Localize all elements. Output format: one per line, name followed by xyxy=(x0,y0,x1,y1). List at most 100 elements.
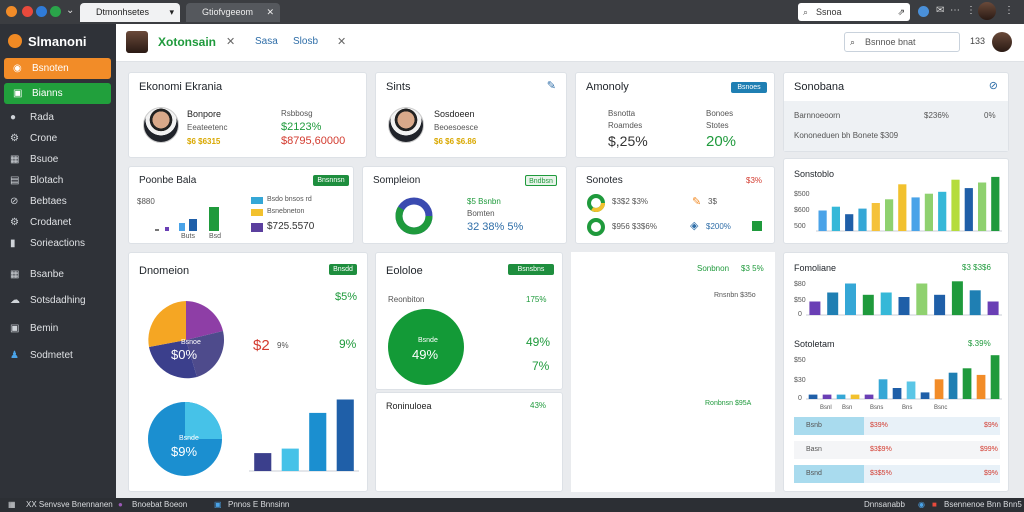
app-icon[interactable]: ▣ xyxy=(214,500,222,509)
chevron-down-icon[interactable]: ▾ xyxy=(169,7,174,17)
sidebar-item-5[interactable]: ⊘ Bebtaes xyxy=(10,195,67,209)
search-input[interactable]: ⌕ Bsnnoe bnat xyxy=(844,32,960,52)
search-icon: ⌕ xyxy=(850,37,856,47)
status-item[interactable]: Pnnos E Bnnsinn xyxy=(228,500,290,509)
sidebar-item-3[interactable]: ▦ Bsuoe xyxy=(10,153,58,167)
sidebar-item-6[interactable]: ⚙ Crodanet xyxy=(10,216,71,230)
tab-2[interactable]: Slosb xyxy=(293,36,319,47)
footer-label: Roninuloea xyxy=(386,401,432,411)
cloud-icon: ☁ xyxy=(10,295,20,306)
bar xyxy=(189,219,197,231)
stat-value: $3$2 $3% xyxy=(612,197,649,206)
card-sonotes: Sonotes $3% $3$2 $3% ✎ 3$ $956 $3$6% ◈ $… xyxy=(575,166,775,244)
profile-stat: $6 $6 $6.86 xyxy=(434,137,477,146)
bar xyxy=(920,392,930,399)
brand[interactable]: Slmanoni xyxy=(8,34,87,49)
row-label: Bsnb xyxy=(806,422,822,429)
address-bar[interactable]: ⌕ Ssnoa ⇗ xyxy=(798,3,910,21)
card-title: Eololoe xyxy=(386,265,423,277)
pie-slice xyxy=(148,301,186,347)
profile-stat: $6 $6315 xyxy=(187,137,221,146)
sidebar-item-10[interactable]: ▣ Bemin xyxy=(10,322,58,336)
bar xyxy=(948,372,958,399)
sidebar-button-secondary[interactable]: ▣ Bianns xyxy=(4,83,111,104)
bar xyxy=(924,193,933,231)
stat-label: Bsnotta xyxy=(608,109,636,118)
bar xyxy=(845,214,854,231)
table-row[interactable]: Basn $3$9% $99% xyxy=(794,441,1000,459)
status-item[interactable]: Bnoebat Boeon xyxy=(132,500,188,509)
bar xyxy=(938,191,947,231)
ring-chart xyxy=(587,194,605,212)
blue-dot-icon xyxy=(36,6,47,17)
gear-icon: ⚙ xyxy=(10,133,19,144)
app-icon[interactable]: ● xyxy=(118,500,123,509)
profile-sub: Eeateetenc xyxy=(187,123,228,132)
status-badge: Bnsnnsn xyxy=(313,175,349,186)
bar xyxy=(808,394,818,399)
row-value: $39% xyxy=(870,422,888,429)
sidebar-item-7[interactable]: ▮ Sorieactions xyxy=(10,237,85,251)
bar xyxy=(934,294,946,316)
profile-photo xyxy=(143,107,179,143)
app-icon[interactable]: ■ xyxy=(932,500,937,509)
axis-label: $80 xyxy=(794,281,806,288)
status-badge: Bsnoes xyxy=(731,82,767,93)
close-icon[interactable]: ✕ xyxy=(226,36,236,48)
user-avatar[interactable] xyxy=(126,31,148,53)
panel-mid-right: Sonbnon $3 5% Rnsnbn $35o Ronbnsn $95A xyxy=(571,252,775,492)
axis-label: Bsnc xyxy=(934,405,948,411)
sidebar-item-4[interactable]: ▤ Blotach xyxy=(10,174,63,188)
menu-dots-icon[interactable]: ⋮ xyxy=(1004,5,1014,16)
chevron-down-icon[interactable]: ⌄ xyxy=(66,5,75,16)
stat-pct: $2123% xyxy=(281,121,322,133)
card-title: Sompleion xyxy=(373,175,421,186)
extension-icon[interactable] xyxy=(918,6,929,17)
sidebar-item-11[interactable]: ♟ Sodmetet xyxy=(10,349,73,363)
sidebar-button-primary[interactable]: ◉ Bsnoten xyxy=(4,58,111,79)
status-item[interactable]: XX Senvsve Bnennanen xyxy=(26,500,113,509)
sidebar-item-label: Sodmetet xyxy=(30,350,73,361)
axis-label: $600 xyxy=(794,207,810,214)
windows-icon[interactable]: ▦ xyxy=(8,500,16,509)
edit-icon[interactable]: ✎ xyxy=(546,80,556,92)
circle-icon: ◉ xyxy=(13,63,22,74)
account-avatar[interactable] xyxy=(992,32,1012,52)
menu-icon[interactable]: ⋯ xyxy=(950,5,960,16)
table-row[interactable]: Bsnd $3$5% $9% xyxy=(794,465,1000,483)
bar-chart-4 xyxy=(249,399,359,472)
bar xyxy=(898,297,910,315)
bar xyxy=(880,292,892,315)
puzzle-icon[interactable]: ✉ xyxy=(936,5,945,16)
browser-tab-active[interactable]: Dtmonhsetes Bsctsem ▾ xyxy=(80,3,180,36)
profile-avatar[interactable] xyxy=(978,2,996,20)
sidebar-item-label: Bsuoe xyxy=(30,154,59,165)
sidebar-item-1[interactable]: ● Rada xyxy=(10,111,54,125)
browser-tab-inactive[interactable]: Gtiofvgeeom ✕ xyxy=(186,3,280,22)
profile-name: Sosdoeen xyxy=(434,109,475,119)
sidebar-item-8[interactable]: ▦ Bsanbe xyxy=(10,268,64,282)
bar xyxy=(969,290,981,316)
card-amonoly: Amonoly Bsnoes Bsnotta Roamdes $,25% Bon… xyxy=(575,72,775,158)
bar xyxy=(818,210,827,231)
table-row[interactable]: Bsnb $39% $9% xyxy=(794,417,1000,435)
close-icon[interactable]: ✕ xyxy=(266,7,274,17)
close-icon[interactable]: ✕ xyxy=(337,36,347,48)
share-icon[interactable]: ⇗ xyxy=(897,7,905,17)
network-icon[interactable]: ◉ xyxy=(918,500,925,509)
pie-slice xyxy=(186,331,225,377)
legend-swatch xyxy=(251,197,263,204)
tab-1[interactable]: Sasa xyxy=(255,36,278,47)
sidebar-item-2[interactable]: ⚙ Crone xyxy=(10,132,57,146)
more-icon[interactable]: ⋮ xyxy=(966,5,976,16)
card-title: Sonotes xyxy=(586,175,623,186)
row-right: $99% xyxy=(980,446,998,453)
bar xyxy=(892,388,902,399)
sidebar-item-9[interactable]: ☁ Sotsdadhing xyxy=(10,294,86,308)
shield-icon: ◈ xyxy=(690,220,699,232)
card-title: Ekonomi Ekrania xyxy=(139,81,223,93)
link-icon[interactable]: ⊘ xyxy=(988,80,998,92)
notification-count: 133 xyxy=(970,36,986,46)
bar xyxy=(916,283,928,315)
row-label: Bsnd xyxy=(806,470,822,477)
